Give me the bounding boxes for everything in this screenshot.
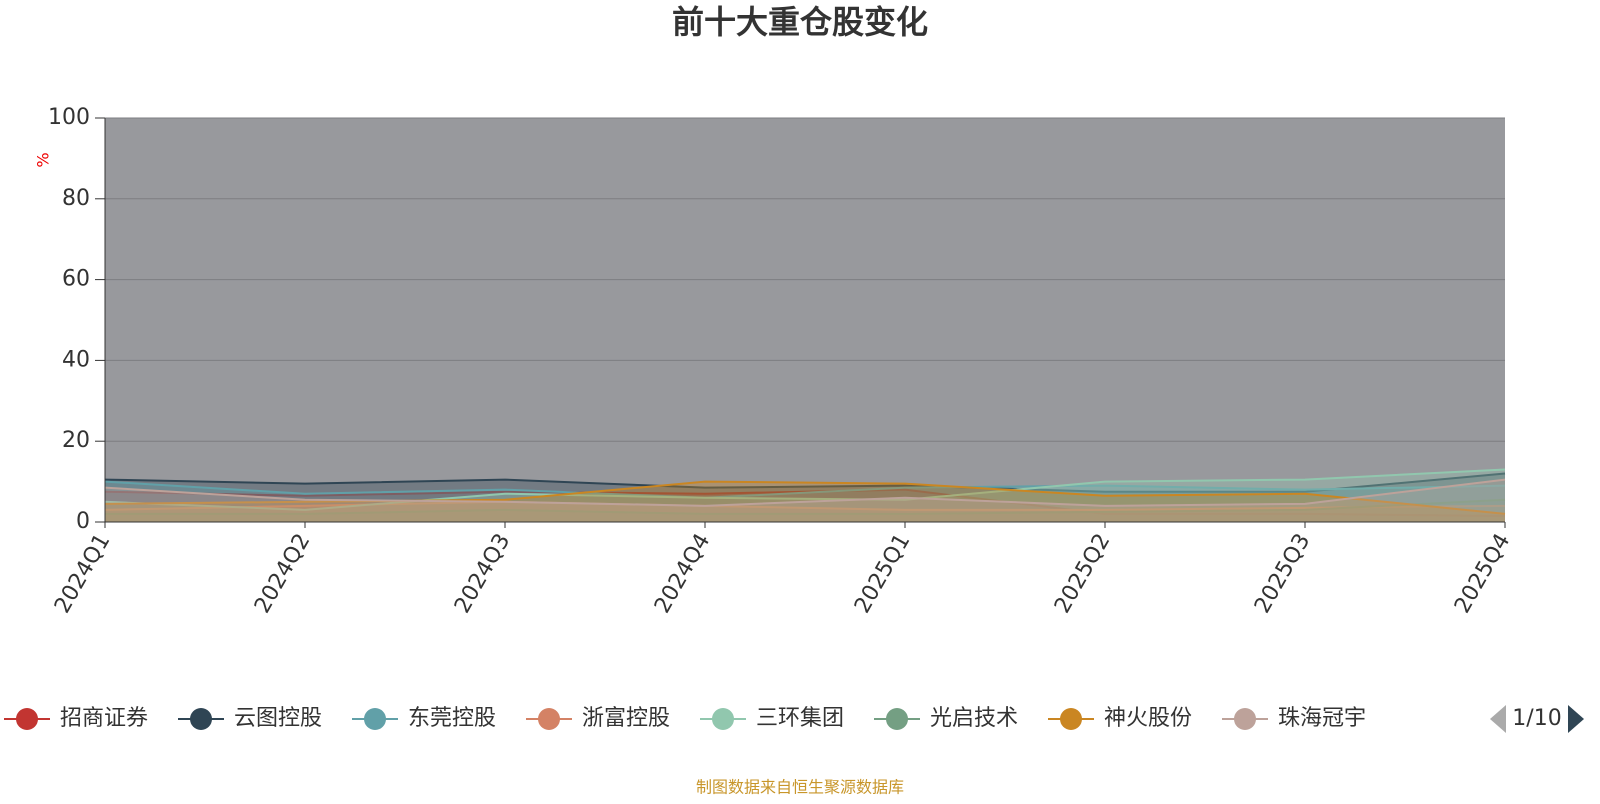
- series-line: [104, 480, 1506, 499]
- legend-label: 珠海冠宇: [1278, 706, 1366, 731]
- series-line: [104, 468, 1506, 511]
- x-tick-label: 2025Q1: [850, 530, 915, 618]
- legend-prev[interactable]: [1490, 705, 1506, 733]
- x-tick-label: 2024Q3: [450, 530, 515, 618]
- y-tick-label: 20: [62, 428, 90, 453]
- legend-label: 浙富控股: [582, 706, 670, 731]
- series-area: [105, 499, 1505, 522]
- legend-marker: [1234, 708, 1256, 730]
- plot-background: [105, 118, 1505, 522]
- legend-marker: [886, 708, 908, 730]
- legend-marker: [364, 708, 386, 730]
- series-area: [105, 479, 1505, 522]
- x-tick-label: 2024Q1: [50, 530, 115, 618]
- series-line: [104, 480, 1506, 515]
- y-tick-label: 60: [62, 267, 90, 292]
- chart-title: 前十大重仓股变化: [672, 3, 928, 41]
- legend-label: 神火股份: [1104, 706, 1192, 731]
- series-line: [104, 500, 1506, 511]
- legend-page: 1/10: [1512, 706, 1561, 731]
- legend-marker: [538, 708, 560, 730]
- series-line: [105, 498, 1506, 515]
- legend-marker: [1060, 708, 1082, 730]
- legend-label: 云图控股: [234, 706, 322, 731]
- series-line: [104, 488, 1506, 517]
- legend-label: 东莞控股: [408, 706, 496, 731]
- legend-marker: [16, 708, 38, 730]
- series-area: [105, 501, 1505, 522]
- legend-marker: [712, 708, 734, 730]
- legend-marker: [190, 708, 212, 730]
- x-tick-label: 2024Q4: [650, 530, 715, 618]
- source-note: 制图数据来自恒生聚源数据库: [696, 778, 904, 797]
- series-line: [104, 478, 1506, 507]
- y-tick-label: 80: [62, 186, 90, 211]
- series-line: [104, 472, 1506, 493]
- y-tick-label: 40: [62, 347, 90, 372]
- legend-label: 三环集团: [756, 706, 844, 731]
- x-tick-label: 2025Q3: [1250, 530, 1315, 618]
- y-tick-label: 0: [76, 509, 90, 534]
- x-tick-label: 2025Q4: [1450, 530, 1515, 618]
- legend-label: 光启技术: [930, 706, 1018, 731]
- legend-label: 招商证券: [60, 706, 148, 731]
- legend-next[interactable]: [1568, 705, 1584, 733]
- y-tick-label: 100: [48, 105, 90, 130]
- x-tick-label: 2025Q2: [1050, 530, 1115, 618]
- series-area: [105, 469, 1505, 522]
- x-tick-label: 2024Q2: [250, 530, 315, 618]
- y-axis-label: %: [34, 152, 53, 167]
